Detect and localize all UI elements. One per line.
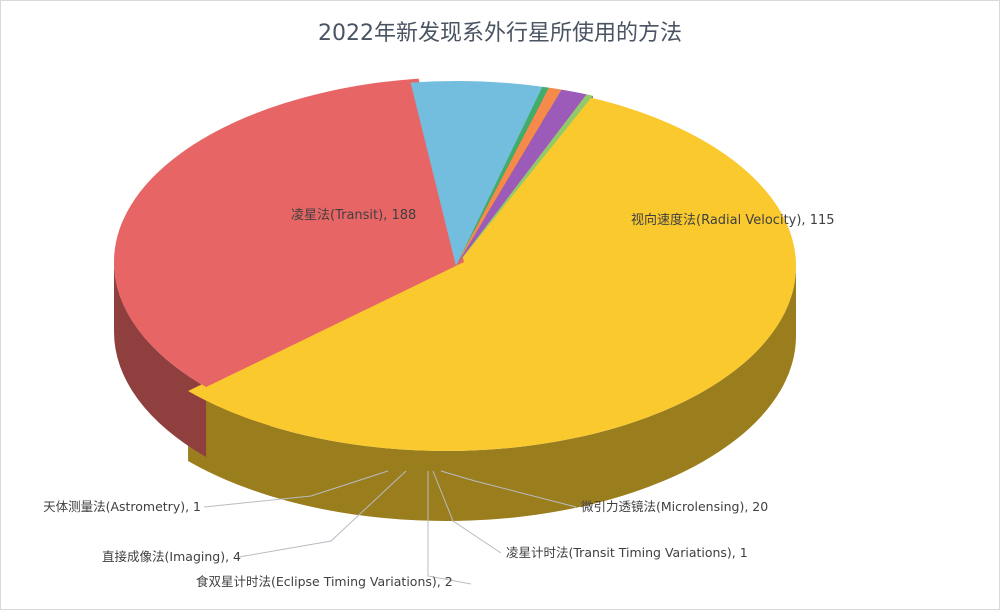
slice-label-0: 凌星法(Transit), 188	[291, 208, 416, 223]
pie-slice-3	[456, 86, 549, 266]
pie-slice-0	[188, 95, 796, 451]
leader-line-4	[427, 471, 472, 585]
chart-title: 2022年新发现系外行星所使用的方法	[318, 21, 682, 46]
leader-line-3	[432, 470, 502, 554]
leader-line-6	[203, 470, 389, 508]
slice-label-5: 直接成像法(Imaging), 4	[102, 549, 241, 564]
pie-slice-2	[410, 81, 543, 266]
slice-label-6: 天体测量法(Astrometry), 1	[43, 499, 201, 514]
pie-slice-4	[456, 87, 562, 267]
leader-line-2	[440, 470, 577, 508]
pie-slice-6	[456, 94, 593, 267]
slice-label-3: 凌星计时法(Transit Timing Variations), 1	[506, 545, 748, 560]
slice-label-1: 视向速度法(Radial Velocity), 115	[631, 212, 835, 228]
leader-line-5	[238, 470, 407, 558]
pie-slice-side-1	[114, 262, 207, 458]
pie-slice-5	[456, 89, 587, 266]
slice-label-4: 食双星计时法(Eclipse Timing Variations), 2	[196, 574, 453, 589]
pie-slice-side-0	[188, 266, 796, 522]
pie-slice-1	[113, 78, 464, 388]
slice-label-2: 微引力透镜法(Microlensing), 20	[581, 499, 768, 514]
